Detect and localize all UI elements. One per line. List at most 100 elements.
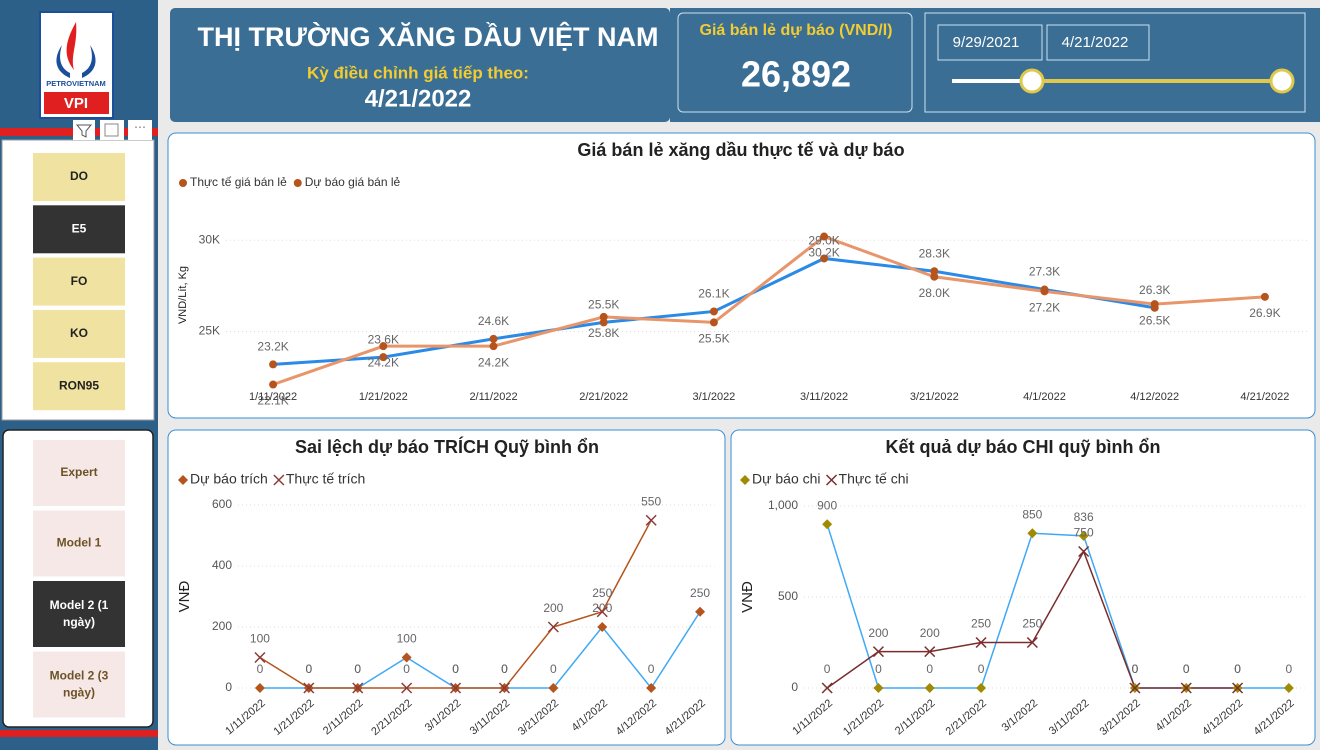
marker-stroke bbox=[352, 682, 364, 694]
slicer-button[interactable] bbox=[33, 362, 125, 411]
legend-marker bbox=[273, 474, 285, 486]
data-label: 0 bbox=[1234, 662, 1241, 676]
legend-label: Thực tế giá bán lẻ bbox=[190, 175, 287, 189]
data-label: 24.2K bbox=[478, 355, 509, 369]
data-point bbox=[1078, 530, 1089, 541]
header-panel bbox=[170, 8, 670, 122]
logo-brand: PETROVIETNAM bbox=[46, 79, 106, 88]
data-point bbox=[401, 652, 412, 663]
slider-handle[interactable] bbox=[1019, 68, 1045, 94]
data-point bbox=[820, 254, 829, 263]
data-point bbox=[976, 683, 987, 693]
y-axis-title: VNĐ bbox=[739, 581, 756, 613]
x-tick-label: 3/11/2022 bbox=[800, 391, 848, 403]
marker-stroke bbox=[1026, 636, 1038, 649]
slicer-button[interactable] bbox=[33, 440, 125, 506]
legend-label: Dự báo giá bán lẻ bbox=[305, 175, 401, 189]
legend-marker bbox=[179, 179, 187, 187]
header-date: 4/21/2022 bbox=[365, 85, 472, 112]
slider-handle[interactable] bbox=[1269, 68, 1295, 94]
start-date-box[interactable] bbox=[937, 24, 1043, 61]
logo-band bbox=[44, 92, 109, 114]
sidebar-foot bbox=[0, 742, 158, 750]
chart-card bbox=[730, 429, 1316, 746]
filter-icon[interactable] bbox=[73, 120, 95, 140]
data-label: 250 bbox=[1022, 617, 1042, 631]
slicer-button-label: KO bbox=[70, 326, 88, 340]
data-label: 0 bbox=[926, 662, 933, 676]
data-label: 25.5K bbox=[588, 298, 619, 312]
data-label: 0 bbox=[501, 662, 508, 676]
data-label: 0 bbox=[354, 662, 361, 676]
data-point bbox=[401, 682, 413, 694]
data-label: 836 bbox=[1074, 510, 1094, 524]
data-label: 24.2K bbox=[368, 355, 399, 369]
data-label: 0 bbox=[1132, 662, 1139, 676]
x-tick-label: 2/11/2022 bbox=[469, 391, 517, 403]
data-label: 0 bbox=[1286, 662, 1293, 676]
data-point bbox=[1180, 682, 1192, 694]
end-date: 4/21/2022 bbox=[1062, 34, 1129, 51]
data-label: 100 bbox=[397, 632, 417, 646]
marker-stroke bbox=[645, 514, 657, 526]
data-point bbox=[1232, 682, 1244, 694]
slicer-button[interactable] bbox=[33, 510, 125, 577]
chart-card bbox=[167, 429, 726, 746]
data-point bbox=[924, 683, 935, 693]
data-point bbox=[352, 682, 364, 694]
marker-stroke bbox=[254, 651, 266, 664]
y-tick-label: 500 bbox=[778, 589, 798, 603]
data-label: 0 bbox=[354, 662, 361, 676]
slicer-button[interactable] bbox=[33, 153, 125, 201]
data-label: 25.8K bbox=[588, 326, 619, 340]
data-point bbox=[1283, 683, 1294, 693]
legend-marker bbox=[740, 475, 750, 485]
slicer-button[interactable] bbox=[33, 257, 125, 306]
logo-shape bbox=[82, 45, 96, 78]
data-label: 25.5K bbox=[698, 332, 729, 346]
slicer-button-label: Expert bbox=[60, 465, 97, 479]
x-tick-label: 3/21/2022 bbox=[910, 391, 959, 403]
marker-stroke bbox=[303, 682, 315, 694]
data-point bbox=[1040, 287, 1049, 296]
data-label: 0 bbox=[978, 662, 985, 676]
slicer-button[interactable] bbox=[33, 309, 125, 358]
end-date-box[interactable] bbox=[1046, 24, 1150, 61]
slicer-button[interactable] bbox=[33, 581, 125, 647]
data-label: 0 bbox=[452, 662, 459, 676]
data-label: 27.2K bbox=[1029, 301, 1060, 315]
marker-stroke bbox=[924, 646, 936, 658]
x-tick-label: 4/21/2022 bbox=[1240, 391, 1289, 403]
data-point bbox=[489, 342, 498, 351]
data-label: 100 bbox=[250, 632, 270, 646]
data-point bbox=[822, 519, 833, 530]
data-label: 250 bbox=[971, 617, 991, 631]
more-icon[interactable] bbox=[128, 120, 152, 140]
data-point bbox=[924, 646, 936, 658]
data-label: 0 bbox=[306, 662, 313, 676]
data-point bbox=[1078, 545, 1090, 558]
data-point bbox=[599, 312, 608, 321]
x-tick-label: 4/12/2022 bbox=[1130, 391, 1179, 403]
data-label: 0 bbox=[1234, 662, 1241, 676]
data-label: 0 bbox=[1183, 662, 1190, 676]
data-point bbox=[596, 606, 608, 618]
data-label: 0 bbox=[306, 662, 313, 676]
legend-marker bbox=[178, 475, 188, 485]
data-point bbox=[599, 318, 608, 327]
data-label: 27.3K bbox=[1029, 265, 1060, 279]
focus-icon[interactable] bbox=[100, 120, 124, 140]
label-line: Model 2 (3 bbox=[50, 669, 109, 683]
slicer-button[interactable] bbox=[33, 205, 125, 254]
data-point bbox=[646, 683, 657, 693]
data-point bbox=[1026, 636, 1038, 649]
data-point bbox=[645, 514, 657, 526]
kpi-label: Giá bán lẻ dự báo (VND/l) bbox=[700, 22, 893, 39]
focus-icon-shape bbox=[104, 123, 119, 137]
data-label: 0 bbox=[824, 662, 831, 676]
data-label: 200 bbox=[920, 626, 940, 640]
legend-label: Dự báo chi bbox=[752, 471, 821, 487]
data-point bbox=[379, 353, 388, 362]
slicer-button-label: Model 1 bbox=[57, 536, 102, 550]
slicer-button[interactable] bbox=[33, 651, 125, 718]
